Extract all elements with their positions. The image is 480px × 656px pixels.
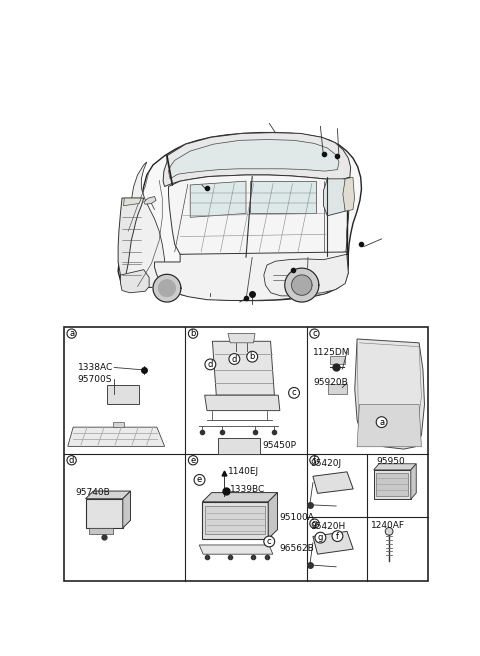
Polygon shape bbox=[163, 133, 350, 186]
Polygon shape bbox=[118, 133, 361, 300]
Text: d: d bbox=[69, 456, 74, 464]
Polygon shape bbox=[155, 252, 348, 300]
Polygon shape bbox=[168, 140, 339, 179]
Text: 95420H: 95420H bbox=[311, 522, 346, 531]
Text: 95700S: 95700S bbox=[78, 375, 112, 384]
Circle shape bbox=[229, 354, 240, 364]
Circle shape bbox=[332, 531, 343, 541]
Text: f: f bbox=[336, 531, 339, 541]
Text: 1339BC: 1339BC bbox=[229, 485, 264, 494]
Polygon shape bbox=[203, 502, 268, 539]
Text: 1140EJ: 1140EJ bbox=[228, 466, 259, 476]
Text: 1240AF: 1240AF bbox=[372, 521, 405, 529]
Polygon shape bbox=[199, 545, 273, 554]
Polygon shape bbox=[250, 181, 316, 213]
Polygon shape bbox=[373, 470, 411, 499]
Circle shape bbox=[310, 456, 319, 465]
Polygon shape bbox=[373, 464, 416, 470]
Polygon shape bbox=[228, 334, 255, 343]
Circle shape bbox=[288, 388, 300, 398]
Circle shape bbox=[310, 519, 319, 528]
Polygon shape bbox=[123, 198, 142, 206]
Polygon shape bbox=[205, 506, 265, 534]
Polygon shape bbox=[122, 162, 165, 287]
Circle shape bbox=[67, 329, 76, 338]
Text: 1338AC: 1338AC bbox=[78, 363, 113, 372]
FancyBboxPatch shape bbox=[107, 385, 139, 404]
Text: 95100A: 95100A bbox=[280, 513, 315, 522]
Polygon shape bbox=[268, 493, 277, 539]
Text: g: g bbox=[318, 533, 323, 542]
Text: g: g bbox=[312, 519, 317, 528]
Text: 95920B: 95920B bbox=[313, 379, 348, 388]
Polygon shape bbox=[85, 499, 123, 528]
Text: e: e bbox=[191, 456, 196, 464]
Polygon shape bbox=[168, 175, 350, 257]
Polygon shape bbox=[213, 341, 275, 395]
Polygon shape bbox=[204, 395, 280, 411]
FancyBboxPatch shape bbox=[89, 528, 113, 534]
Text: c: c bbox=[312, 329, 317, 338]
Text: c: c bbox=[267, 537, 272, 546]
Polygon shape bbox=[203, 493, 277, 502]
Text: d: d bbox=[208, 360, 213, 369]
Text: e: e bbox=[197, 476, 202, 484]
Text: d: d bbox=[232, 354, 237, 363]
Circle shape bbox=[188, 329, 198, 338]
Text: a: a bbox=[379, 418, 384, 426]
Polygon shape bbox=[118, 198, 144, 287]
Text: b: b bbox=[250, 352, 255, 361]
Polygon shape bbox=[324, 179, 345, 216]
FancyBboxPatch shape bbox=[64, 327, 428, 581]
Polygon shape bbox=[313, 472, 353, 493]
Polygon shape bbox=[343, 177, 355, 211]
Circle shape bbox=[310, 329, 319, 338]
Polygon shape bbox=[85, 491, 131, 499]
Polygon shape bbox=[120, 270, 149, 293]
Circle shape bbox=[205, 359, 216, 370]
Circle shape bbox=[376, 417, 387, 428]
Polygon shape bbox=[68, 427, 165, 446]
Polygon shape bbox=[291, 275, 312, 295]
Polygon shape bbox=[285, 268, 319, 302]
FancyBboxPatch shape bbox=[328, 384, 347, 394]
Circle shape bbox=[385, 527, 393, 535]
FancyBboxPatch shape bbox=[330, 356, 346, 363]
Text: 96562B: 96562B bbox=[280, 544, 314, 552]
Circle shape bbox=[315, 532, 326, 543]
Text: 95740B: 95740B bbox=[75, 488, 110, 497]
FancyBboxPatch shape bbox=[218, 438, 261, 455]
Polygon shape bbox=[153, 274, 181, 302]
Text: 95420J: 95420J bbox=[311, 459, 342, 468]
Circle shape bbox=[194, 474, 205, 485]
Circle shape bbox=[247, 352, 258, 362]
Text: a: a bbox=[69, 329, 74, 338]
Polygon shape bbox=[376, 473, 408, 496]
FancyBboxPatch shape bbox=[113, 422, 124, 427]
Text: 95950: 95950 bbox=[377, 457, 406, 466]
Polygon shape bbox=[123, 491, 131, 528]
Text: c: c bbox=[292, 388, 296, 398]
Polygon shape bbox=[357, 405, 421, 447]
Polygon shape bbox=[313, 531, 353, 554]
Polygon shape bbox=[411, 464, 416, 499]
Circle shape bbox=[188, 456, 198, 465]
Polygon shape bbox=[158, 280, 175, 297]
Polygon shape bbox=[264, 255, 348, 296]
Text: f: f bbox=[313, 456, 316, 464]
Circle shape bbox=[67, 456, 76, 465]
Polygon shape bbox=[190, 181, 246, 217]
Text: b: b bbox=[191, 329, 196, 338]
Polygon shape bbox=[144, 197, 156, 204]
Text: 1125DM: 1125DM bbox=[313, 348, 350, 357]
Text: 95450P: 95450P bbox=[263, 441, 297, 450]
Polygon shape bbox=[355, 339, 424, 449]
Circle shape bbox=[264, 536, 275, 547]
